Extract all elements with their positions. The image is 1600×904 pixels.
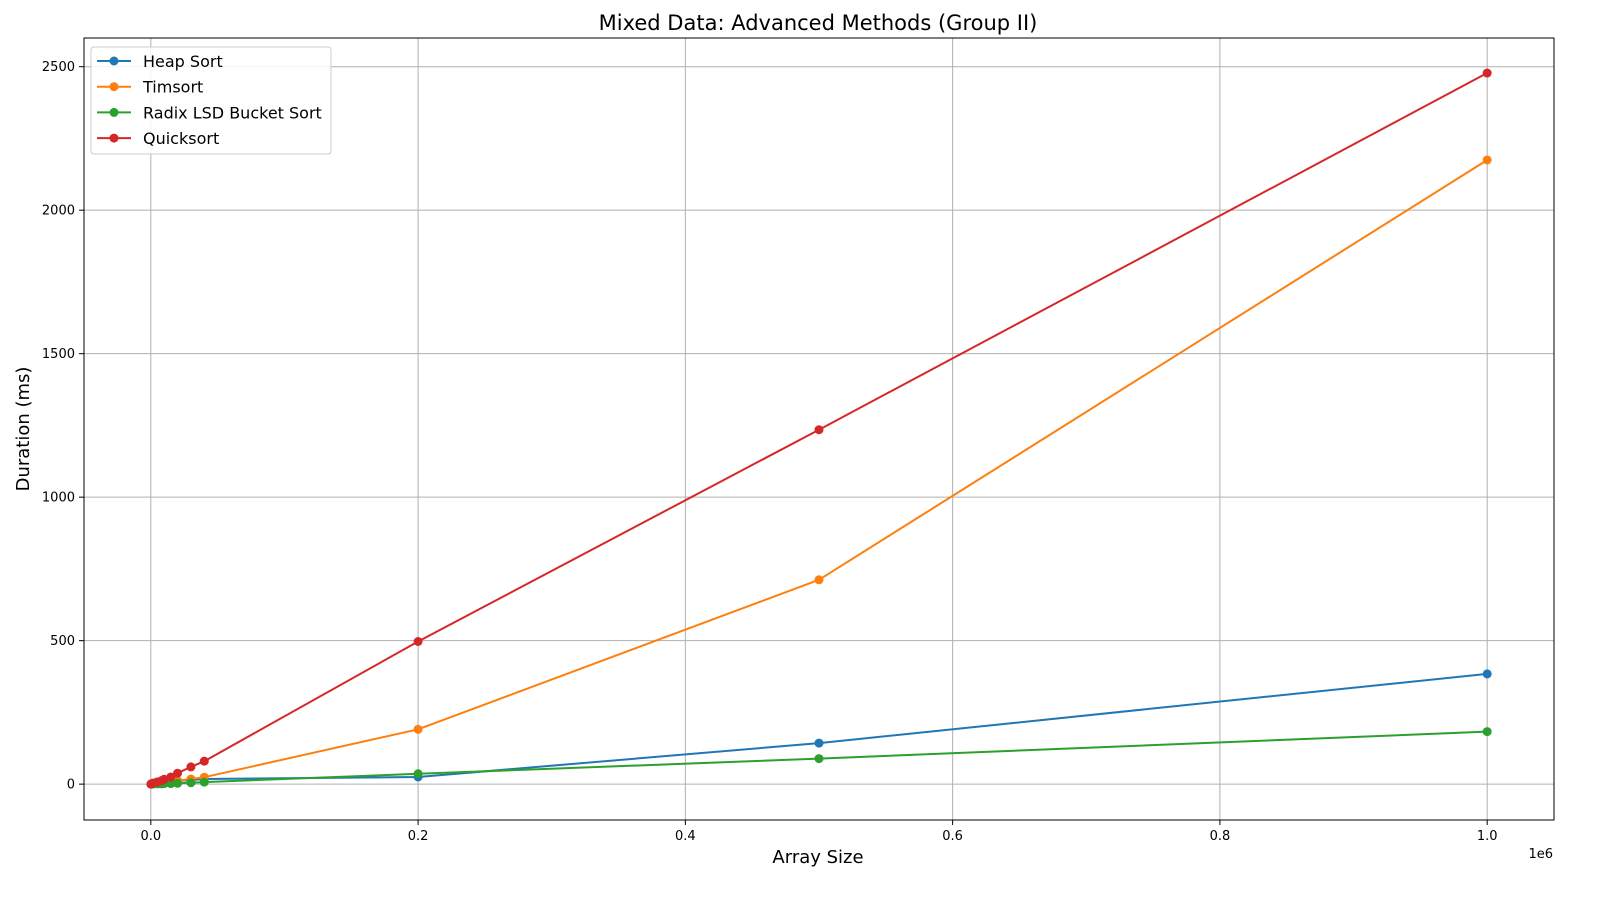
data-point xyxy=(166,772,176,782)
data-point xyxy=(173,778,183,788)
legend-swatch-marker xyxy=(109,107,119,117)
data-point xyxy=(413,637,423,647)
data-point xyxy=(1482,727,1492,737)
y-tick-label: 2500 xyxy=(42,60,75,75)
y-tick-label: 500 xyxy=(50,634,75,649)
y-axis-ticks: 0 500 1000 1500 2000 2500 xyxy=(42,60,84,793)
legend-item: Timsort xyxy=(97,78,203,97)
y-tick-label: 1000 xyxy=(42,491,75,506)
x-tick-label: 0.2 xyxy=(408,829,429,844)
legend: Heap Sort Timsort Radix LSD Bucket Sort Qui… xyxy=(90,46,332,155)
y-tick-label: 0 xyxy=(67,778,75,793)
x-tick-label: 0.0 xyxy=(140,829,161,844)
legend-label: Radix LSD Bucket Sort xyxy=(143,103,322,122)
x-axis-ticks: 0.0 0.2 0.4 0.6 0.8 1.0 xyxy=(140,820,1498,844)
data-point xyxy=(814,425,824,435)
legend-item: Radix LSD Bucket Sort xyxy=(97,103,322,122)
data-point xyxy=(814,738,824,748)
legend-swatch-marker xyxy=(109,133,119,143)
legend-swatch-marker xyxy=(109,56,119,66)
legend-item: Quicksort xyxy=(97,129,219,148)
legend-label: Timsort xyxy=(142,78,203,97)
data-point xyxy=(199,777,209,787)
legend-swatch-marker xyxy=(109,82,119,92)
x-tick-label: 1.0 xyxy=(1477,829,1498,844)
chart-title: Mixed Data: Advanced Methods (Group II) xyxy=(599,11,1038,35)
data-point xyxy=(166,779,176,789)
data-point xyxy=(1482,155,1492,165)
data-point xyxy=(186,778,196,788)
x-tick-label: 0.4 xyxy=(675,829,696,844)
data-point xyxy=(173,768,183,778)
gridlines xyxy=(84,38,1554,820)
legend-label: Heap Sort xyxy=(143,52,223,71)
x-tick-label: 0.8 xyxy=(1210,829,1231,844)
data-point xyxy=(413,724,423,734)
legend-label: Quicksort xyxy=(143,129,219,148)
data-point xyxy=(814,575,824,585)
x-axis-label: Array Size xyxy=(772,847,863,868)
y-tick-label: 2000 xyxy=(42,204,75,219)
y-axis-label: Duration (ms) xyxy=(13,367,34,492)
y-tick-label: 1500 xyxy=(42,347,75,362)
x-tick-label: 0.6 xyxy=(942,829,963,844)
data-point xyxy=(186,762,196,772)
data-point xyxy=(1482,669,1492,679)
x-axis-offset-label: 1e6 xyxy=(1528,847,1553,862)
data-point xyxy=(814,754,824,764)
series-quicksort xyxy=(146,68,1492,789)
series-layer xyxy=(146,68,1492,789)
data-point xyxy=(1482,68,1492,78)
data-point xyxy=(199,756,209,766)
legend-frame xyxy=(90,46,332,155)
legend-item: Heap Sort xyxy=(97,52,223,71)
data-point xyxy=(413,769,423,779)
plot-frame xyxy=(83,37,1555,821)
